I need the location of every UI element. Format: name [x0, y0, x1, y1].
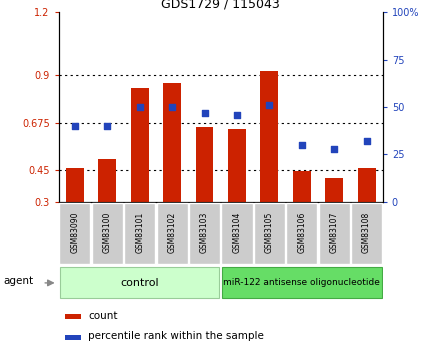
Bar — [59, 203, 90, 264]
Bar — [286, 203, 317, 264]
Bar — [227, 129, 245, 202]
Bar — [221, 267, 381, 298]
Title: GDS1729 / 115043: GDS1729 / 115043 — [161, 0, 279, 11]
Bar — [195, 127, 213, 202]
Bar — [66, 168, 84, 202]
Text: GSM83104: GSM83104 — [232, 212, 241, 253]
Point — [168, 104, 175, 110]
Bar — [188, 203, 220, 264]
Text: control: control — [120, 278, 159, 288]
Text: GSM83108: GSM83108 — [361, 212, 370, 253]
Bar — [131, 88, 148, 202]
Text: miR-122 antisense oligonucleotide: miR-122 antisense oligonucleotide — [223, 278, 379, 287]
Text: count: count — [88, 311, 117, 321]
Point — [201, 110, 207, 115]
Bar — [98, 159, 116, 202]
Text: GSM83102: GSM83102 — [167, 212, 176, 253]
Point — [104, 123, 111, 129]
Bar — [156, 203, 187, 264]
Text: GSM83090: GSM83090 — [70, 212, 79, 253]
Point — [265, 102, 272, 108]
Bar — [60, 267, 219, 298]
Text: GSM83105: GSM83105 — [264, 212, 273, 253]
Text: agent: agent — [3, 276, 33, 286]
Bar — [260, 71, 278, 202]
Bar — [253, 203, 284, 264]
Bar — [221, 203, 252, 264]
Bar — [92, 203, 123, 264]
Point — [71, 123, 78, 129]
Text: percentile rank within the sample: percentile rank within the sample — [88, 332, 263, 342]
Bar — [325, 178, 342, 202]
Bar — [163, 83, 181, 202]
Point — [362, 138, 369, 144]
Text: GSM83107: GSM83107 — [329, 212, 338, 253]
Text: GSM83101: GSM83101 — [135, 212, 144, 253]
Bar — [318, 203, 349, 264]
Point — [330, 146, 337, 151]
Point — [136, 104, 143, 110]
Bar — [65, 314, 81, 319]
Text: GSM83106: GSM83106 — [296, 212, 306, 253]
Text: GSM83103: GSM83103 — [200, 212, 209, 253]
Bar — [124, 203, 155, 264]
Bar — [65, 335, 81, 339]
Text: GSM83100: GSM83100 — [102, 212, 112, 253]
Bar — [350, 203, 381, 264]
Bar — [357, 168, 375, 202]
Point — [233, 112, 240, 117]
Bar — [292, 171, 310, 202]
Point — [298, 142, 305, 148]
